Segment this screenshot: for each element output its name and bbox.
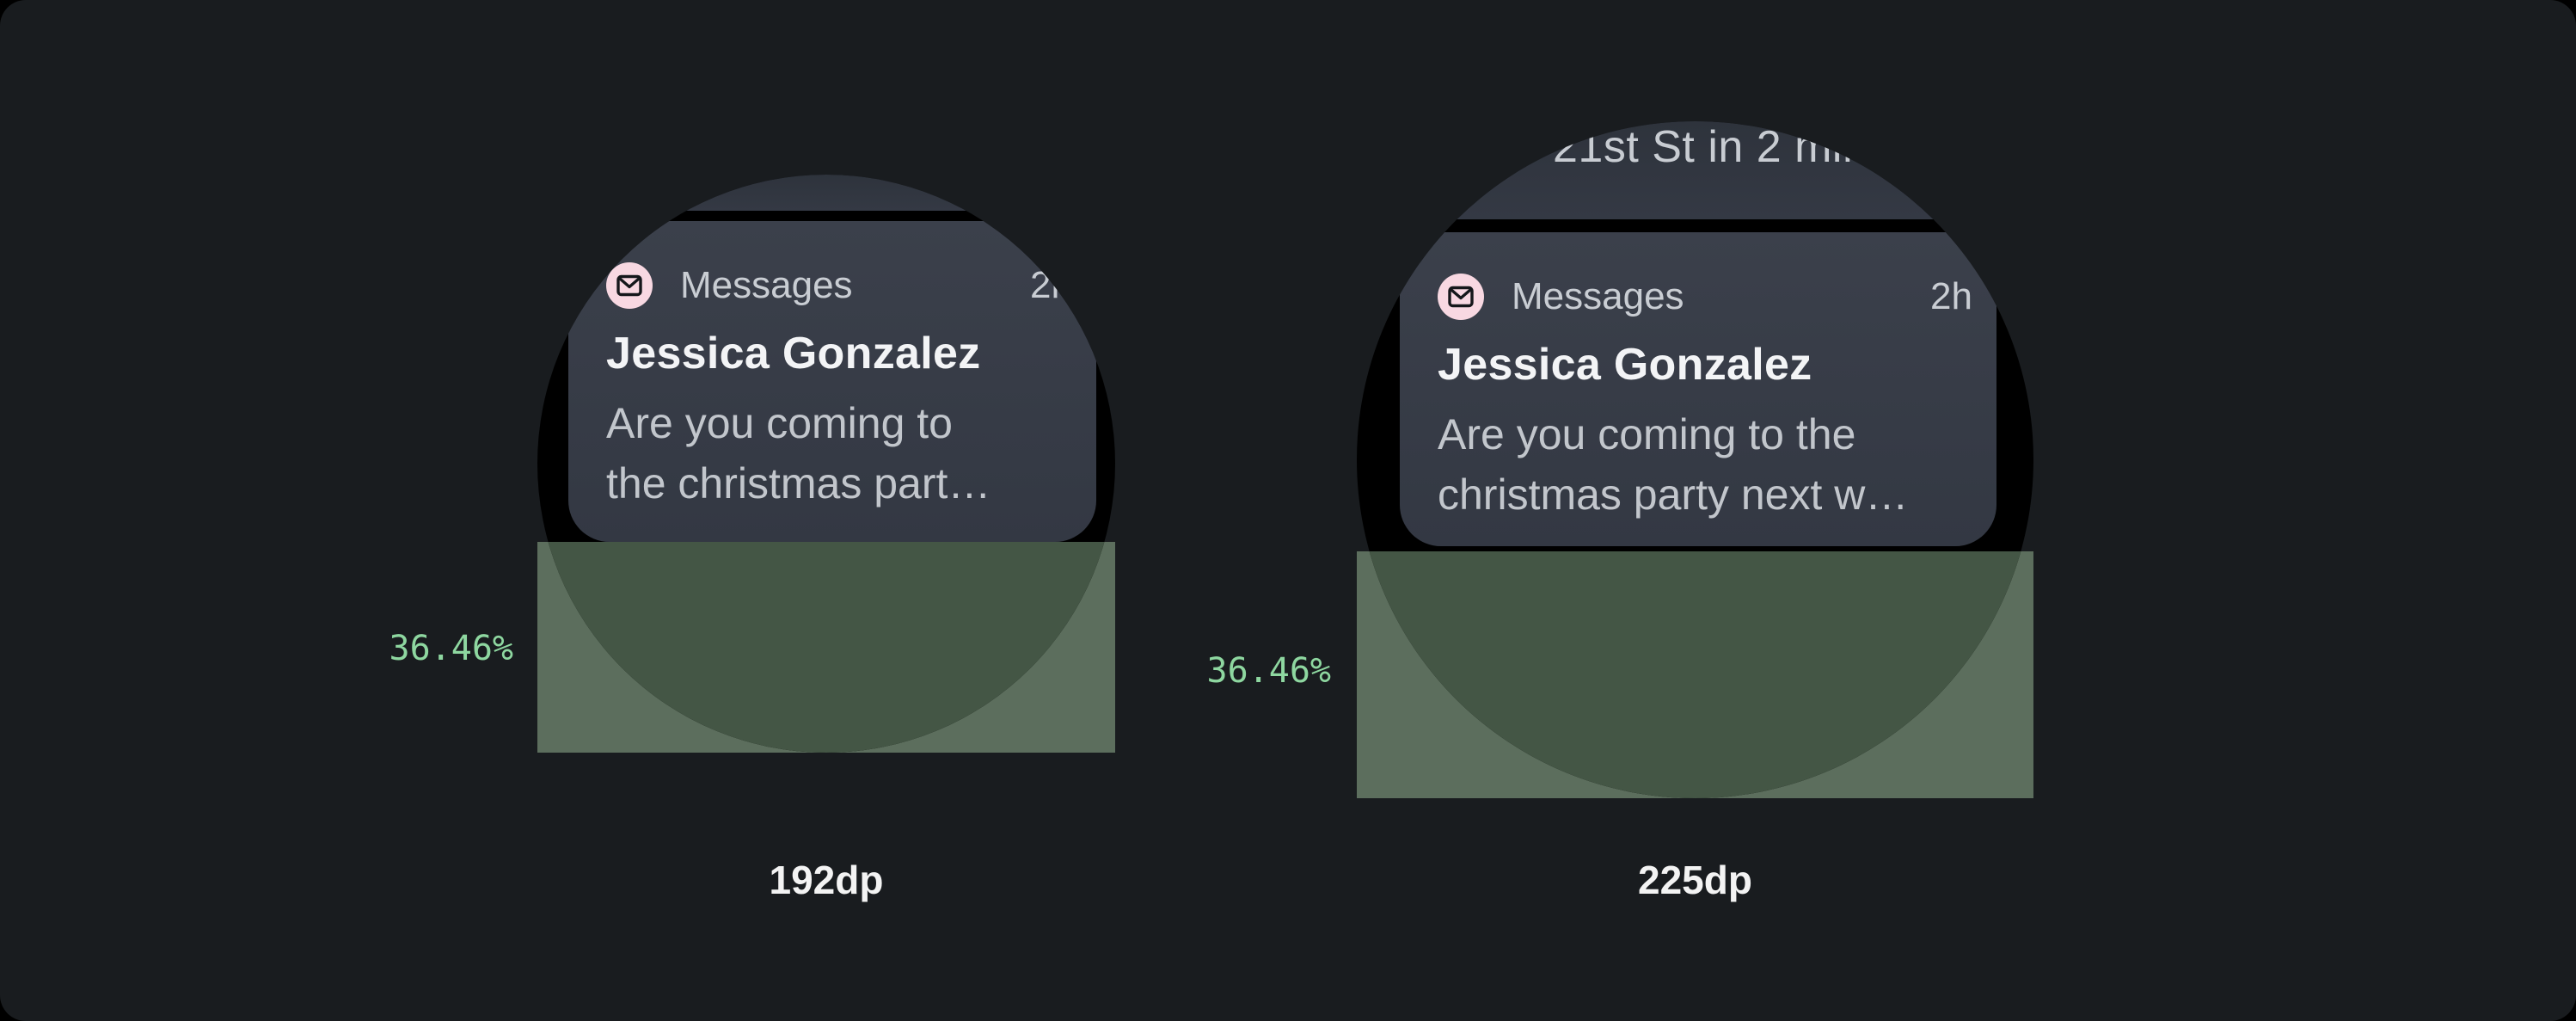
envelope-icon (1438, 274, 1484, 320)
envelope-icon (606, 262, 653, 309)
previous-card-peek-225dp: 21st St in 2 min (1357, 121, 2033, 219)
notification-card-192dp[interactable]: Messages 2h Jessica Gonzalez Are you com… (568, 221, 1096, 542)
notification-card-225dp[interactable]: Messages 2h Jessica Gonzalez Are you com… (1400, 232, 1996, 546)
notification-time: 2h (1030, 264, 1072, 306)
percent-label-192dp: 36.46% (389, 629, 514, 668)
notification-header: Messages 2h (1438, 274, 1972, 320)
percent-label-225dp: 36.46% (1206, 651, 1332, 691)
app-name: Messages (680, 264, 853, 306)
size-label-192dp: 192dp (769, 858, 884, 902)
coverage-rect-inside-192dp (537, 542, 1115, 753)
watch-screen-225dp: 21st St in 2 min Messages 2h Jessica Gon… (1357, 121, 2033, 798)
peek-text: 21st St in 2 min (1553, 122, 1868, 172)
notification-body-line: the christmas part… (606, 459, 991, 507)
notification-body: Are you coming to the christmas part… (606, 393, 1072, 514)
notification-title: Jessica Gonzalez (606, 329, 981, 378)
notification-title: Jessica Gonzalez (1438, 340, 1812, 390)
coverage-rect-inside-225dp (1357, 551, 2033, 798)
notification-header: Messages 2h (606, 262, 1072, 309)
watch-screen-192dp: Messages 2h Jessica Gonzalez Are you com… (537, 175, 1115, 753)
previous-card-peek-192dp (537, 175, 1115, 211)
notification-body-line: Are you coming to (606, 399, 953, 447)
notification-body-line: christmas party next w… (1438, 471, 1909, 519)
size-label-225dp: 225dp (1638, 858, 1752, 902)
notification-body: Are you coming to the christmas party ne… (1438, 404, 1972, 525)
app-name: Messages (1512, 275, 1684, 317)
notification-time: 2h (1930, 275, 1972, 317)
notification-body-line: Are you coming to the (1438, 410, 1856, 458)
